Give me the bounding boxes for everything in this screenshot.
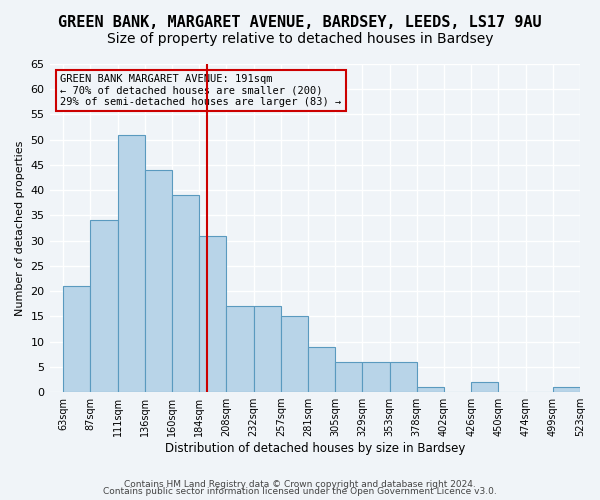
X-axis label: Distribution of detached houses by size in Bardsey: Distribution of detached houses by size …: [164, 442, 465, 455]
Text: Contains HM Land Registry data © Crown copyright and database right 2024.: Contains HM Land Registry data © Crown c…: [124, 480, 476, 489]
Bar: [91, 220, 118, 392]
Text: Contains public sector information licensed under the Open Government Licence v3: Contains public sector information licen…: [103, 487, 497, 496]
Bar: [199, 236, 226, 392]
Bar: [63, 286, 91, 392]
Bar: [172, 195, 199, 392]
Bar: [308, 346, 335, 392]
Bar: [362, 362, 389, 392]
Bar: [335, 362, 362, 392]
Bar: [226, 306, 254, 392]
Text: Size of property relative to detached houses in Bardsey: Size of property relative to detached ho…: [107, 32, 493, 46]
Text: GREEN BANK, MARGARET AVENUE, BARDSEY, LEEDS, LS17 9AU: GREEN BANK, MARGARET AVENUE, BARDSEY, LE…: [58, 15, 542, 30]
Y-axis label: Number of detached properties: Number of detached properties: [15, 140, 25, 316]
Bar: [145, 170, 172, 392]
Bar: [281, 316, 308, 392]
Bar: [389, 362, 417, 392]
Bar: [417, 387, 444, 392]
Bar: [471, 382, 499, 392]
Bar: [553, 387, 580, 392]
Text: GREEN BANK MARGARET AVENUE: 191sqm
← 70% of detached houses are smaller (200)
29: GREEN BANK MARGARET AVENUE: 191sqm ← 70%…: [60, 74, 341, 107]
Bar: [254, 306, 281, 392]
Bar: [118, 134, 145, 392]
